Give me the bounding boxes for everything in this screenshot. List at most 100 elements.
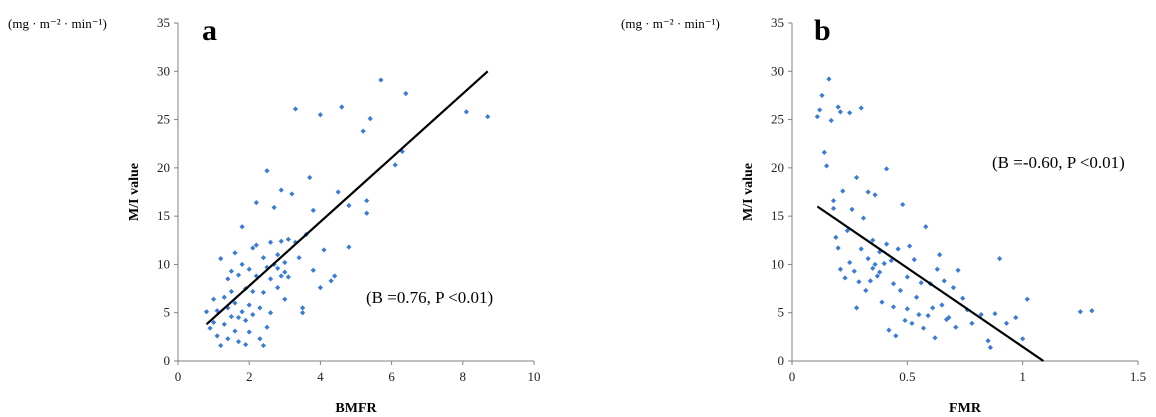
panel-a-x-tick-label: 0 — [175, 369, 182, 384]
panel-a-data-point — [339, 104, 344, 109]
panel-a-xlabel: BMFR — [335, 401, 377, 416]
panel-b-data-point — [847, 110, 852, 115]
panel-b-y-tick-label: 15 — [771, 208, 784, 223]
panel-b-data-point — [921, 326, 926, 331]
panel-b-data-point — [863, 288, 868, 293]
panel-a-y-tick-label: 15 — [157, 208, 170, 223]
panel-b-data-point — [861, 215, 866, 220]
panel-b-data-point — [909, 321, 914, 326]
panel-a-data-point — [311, 268, 316, 273]
panel-b-data-point — [854, 175, 859, 180]
panel-a-data-point — [282, 297, 287, 302]
panel-a-x-tick-label: 10 — [528, 369, 541, 384]
panel-b-y-tick-label: 20 — [771, 160, 784, 175]
panel-b-data-point — [1078, 309, 1083, 314]
panel-b-data-point — [856, 279, 861, 284]
panel-b-data-point — [847, 260, 852, 265]
panel-b-data-point — [905, 274, 910, 279]
panel-a-data-point — [264, 168, 269, 173]
panel-b-data-point — [898, 288, 903, 293]
panel-b-data-point — [866, 189, 871, 194]
panel-a-x-tick-label: 8 — [460, 369, 467, 384]
panel-a-data-point — [275, 252, 280, 257]
panel-b-data-point — [997, 256, 1002, 261]
panel-b-data-point — [826, 76, 831, 81]
panel-b-data-point — [935, 267, 940, 272]
panel-a-data-point — [300, 305, 305, 310]
panel-a-data-point — [250, 245, 255, 250]
panel-b-data-point — [838, 109, 843, 114]
panel-b-data-point — [985, 338, 990, 343]
panel-a-data-point — [293, 106, 298, 111]
panel-a-data-point — [247, 302, 252, 307]
panel-a-data-point — [225, 276, 230, 281]
panel-a-data-point — [286, 274, 291, 279]
panel-a-trendline — [206, 71, 487, 324]
panel-b-data-point — [859, 246, 864, 251]
panel-b-data-point — [891, 304, 896, 309]
panel-b-data-point — [988, 345, 993, 350]
panel-a-x-tick-label: 2 — [246, 369, 253, 384]
panel-a-data-point — [229, 289, 234, 294]
panel-a-data-point — [250, 312, 255, 317]
panel-b-x-tick-label: 1.5 — [1130, 369, 1146, 384]
panel-a-y-tick-label: 10 — [157, 256, 170, 271]
panel-b-data-point — [868, 278, 873, 283]
panel-a-data-point — [268, 310, 273, 315]
panel-b-data-point — [815, 114, 820, 119]
panel-b-data-point — [893, 333, 898, 338]
panel-a-data-point — [336, 189, 341, 194]
panel-a-data-point — [364, 198, 369, 203]
panel-b-data-point — [907, 243, 912, 248]
panel-a-annotation: (B =0.76, P <0.01) — [366, 288, 493, 307]
panel-a-points — [204, 77, 490, 348]
panel-a-data-point — [275, 285, 280, 290]
panel-a-data-point — [279, 187, 284, 192]
panel-b-data-point — [840, 188, 845, 193]
panel-b-data-point — [912, 257, 917, 262]
panel-b-data-point — [884, 242, 889, 247]
panel-a-y-tick-label: 20 — [157, 160, 170, 175]
panel-a-data-point — [332, 273, 337, 278]
panel-a-x-tick-label: 6 — [388, 369, 395, 384]
panel-b-data-point — [896, 246, 901, 251]
panel-b-label: b — [814, 14, 831, 47]
panel-b-unit-label: (mg · m⁻² · min⁻¹) — [621, 16, 720, 31]
panel-a-data-point — [218, 256, 223, 261]
panel-a-data-point — [311, 208, 316, 213]
panel-a-data-point — [222, 322, 227, 327]
panel-b-data-point — [859, 105, 864, 110]
panel-a-data-point — [307, 175, 312, 180]
panel-a-label: a — [202, 14, 217, 47]
panel-b-xlabel: FMR — [949, 401, 982, 416]
panel-b-data-point — [866, 256, 871, 261]
panel-a-data-point — [254, 243, 259, 248]
panel-b-x-ticks: 0 0.5 1 1.5 — [789, 361, 1146, 384]
panel-a-data-point — [289, 191, 294, 196]
panel-b-data-point — [884, 166, 889, 171]
panel-a-data-point — [282, 260, 287, 265]
panel-a-y-tick-label: 35 — [157, 15, 170, 30]
panel-a-data-point — [232, 250, 237, 255]
panel-b-data-point — [905, 306, 910, 311]
panel-a-y-tick-label: 5 — [164, 305, 171, 320]
panel-b-data-point — [852, 269, 857, 274]
panel-b-x-tick-label: 1 — [1019, 369, 1026, 384]
panel-a-data-point — [204, 309, 209, 314]
panel-a-data-point — [272, 205, 277, 210]
panel-a-data-point — [211, 297, 216, 302]
panel-b-y-tick-label: 30 — [771, 63, 784, 78]
panel-a-unit-label: (mg · m⁻² · min⁻¹) — [8, 16, 107, 31]
panel-b-data-point — [1089, 308, 1094, 313]
panel-b-data-point — [886, 327, 891, 332]
panel-a-data-point — [229, 269, 234, 274]
panel-b-y-tick-label: 10 — [771, 256, 784, 271]
panel-a-data-point — [261, 255, 266, 260]
panel-b-data-point — [937, 252, 942, 257]
panel-b-annotation: (B =-0.60, P <0.01) — [992, 153, 1125, 172]
panel-a-data-point — [257, 305, 262, 310]
panel-b-data-point — [925, 313, 930, 318]
panel-a-data-point — [254, 200, 259, 205]
panel-a-ylabel: M/I value — [127, 163, 142, 221]
